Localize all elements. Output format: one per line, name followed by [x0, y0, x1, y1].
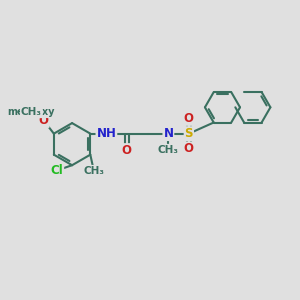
Text: Cl: Cl [50, 164, 63, 177]
Text: O: O [184, 112, 194, 125]
Text: CH₃: CH₃ [21, 107, 42, 117]
Text: methoxy: methoxy [8, 107, 55, 117]
Text: N: N [164, 127, 173, 140]
Text: S: S [184, 127, 193, 140]
Text: CH₃: CH₃ [83, 166, 104, 176]
Text: NH: NH [97, 127, 116, 140]
Text: O: O [184, 142, 194, 155]
Text: CH₃: CH₃ [158, 145, 179, 155]
Text: O: O [122, 144, 132, 157]
Text: O: O [39, 114, 49, 127]
